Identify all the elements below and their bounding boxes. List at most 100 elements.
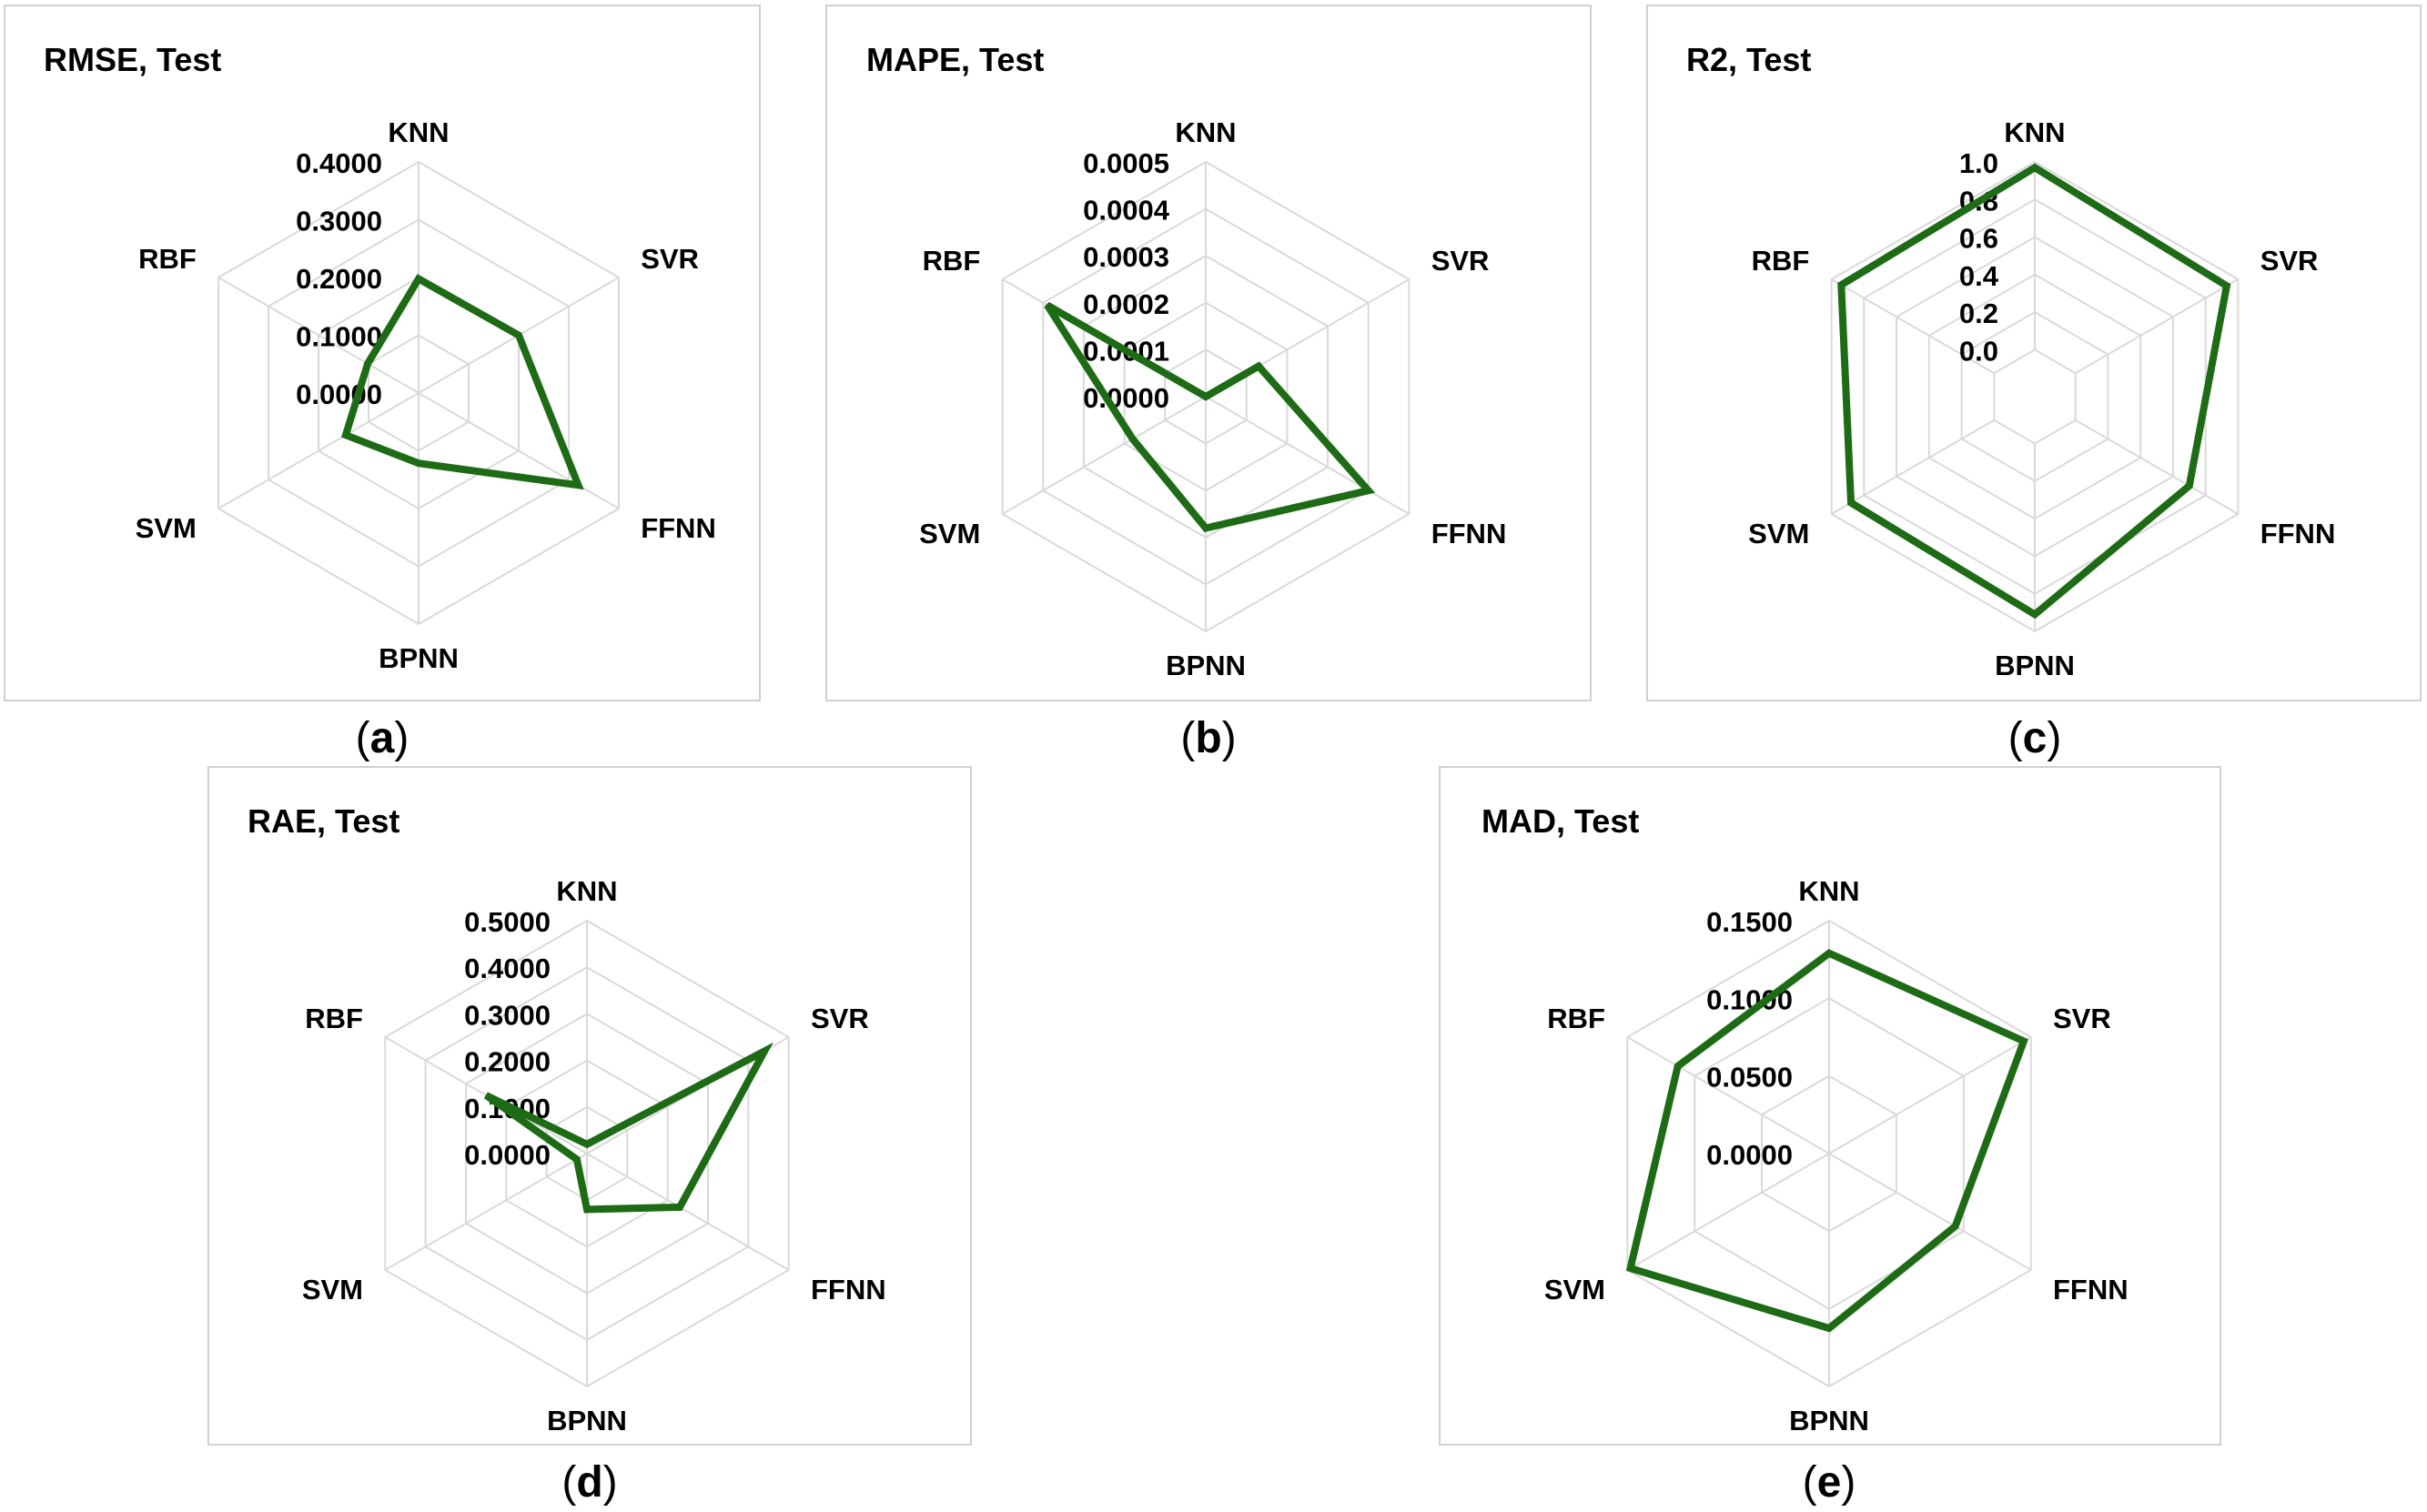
- caption-letter: d: [576, 1458, 602, 1507]
- tick-label: 0.5000: [464, 906, 551, 938]
- radar-plot-d: 0.00000.10000.20000.30000.40000.5000KNNS…: [302, 875, 886, 1436]
- grid-spoke: [2075, 418, 2239, 515]
- radar-plot-e: 0.00000.05000.10000.1500KNNSVRFFNNBPNNSV…: [1544, 875, 2129, 1436]
- grid-spoke: [1626, 1153, 1830, 1271]
- panel-e: MAD, Test 0.00000.05000.10000.1500KNNSVR…: [1439, 766, 2221, 1507]
- category-label: SVR: [811, 1003, 869, 1034]
- category-label: KNN: [1175, 116, 1236, 148]
- grid-spoke: [1828, 1036, 2032, 1154]
- grid-spoke: [418, 392, 620, 509]
- series-line: [1625, 949, 2028, 1333]
- panel-d: RAE, Test 0.00000.10000.20000.30000.4000…: [207, 766, 972, 1507]
- tick-label: 0.4000: [296, 147, 382, 179]
- category-label: FFNN: [2260, 518, 2336, 549]
- category-label: SVR: [2260, 245, 2319, 277]
- tick-label: 0.3000: [296, 206, 382, 237]
- category-label: SVM: [1544, 1274, 1605, 1305]
- category-label: BPNN: [379, 642, 459, 674]
- tick-label: 0.0005: [1083, 147, 1169, 179]
- grid-spoke: [1002, 396, 1207, 515]
- chart-title: RAE, Test: [248, 802, 399, 840]
- series-line: [340, 274, 584, 490]
- tick-label: 0.0000: [1706, 1139, 1793, 1171]
- grid-spoke: [586, 1153, 790, 1271]
- panel-frame: [207, 766, 972, 1446]
- category-label: RBF: [923, 245, 981, 277]
- series-line: [1837, 163, 2231, 620]
- caption-letter: a: [370, 714, 395, 762]
- tick-label: 0.2: [1959, 297, 1998, 329]
- category-label: KNN: [2004, 116, 2065, 148]
- tick-label: 0.0004: [1083, 195, 1170, 227]
- tick-label: 0.6: [1959, 223, 1998, 255]
- tick-label: 0.2000: [464, 1046, 551, 1078]
- panel-frame: [825, 5, 1592, 701]
- tick-label: 0.4: [1959, 260, 1999, 292]
- grid-spoke: [1828, 1153, 2032, 1271]
- category-label: SVR: [1431, 245, 1490, 277]
- tick-label: 0.0000: [464, 1139, 551, 1171]
- category-label: FFNN: [641, 512, 716, 544]
- grid-spoke: [384, 1153, 588, 1271]
- category-label: FFNN: [1431, 518, 1507, 549]
- chart-title: MAPE, Test: [866, 41, 1044, 78]
- radar-plot-b: 0.00000.00010.00020.00030.00040.0005KNNS…: [919, 116, 1506, 681]
- tick-label: 0.1500: [1706, 906, 1793, 938]
- tick-label: 0.0002: [1083, 288, 1169, 320]
- category-label: FFNN: [2053, 1274, 2129, 1305]
- tick-label: 0.1000: [296, 321, 382, 353]
- category-label: RBF: [138, 243, 197, 275]
- grid-spoke: [1626, 1036, 1830, 1154]
- caption: (c): [2008, 714, 2062, 762]
- tick-label: 0.4000: [464, 953, 551, 984]
- category-label: SVR: [641, 243, 699, 275]
- panel-frame: [4, 5, 761, 701]
- category-label: RBF: [305, 1003, 363, 1034]
- category-label: SVR: [2053, 1003, 2111, 1034]
- tick-label: 0.0000: [296, 378, 382, 410]
- chart-title: MAD, Test: [1481, 802, 1639, 840]
- chart-title: RMSE, Test: [44, 41, 221, 78]
- tick-label: 0.2000: [296, 263, 382, 295]
- tick-label: 1.0: [1959, 147, 1998, 179]
- grid-spoke: [1831, 418, 1995, 515]
- category-label: KNN: [556, 875, 617, 907]
- category-label: KNN: [1798, 875, 1859, 907]
- chart-title: R2, Test: [1686, 41, 1811, 78]
- category-label: SVM: [919, 518, 980, 549]
- tick-label: 0.0: [1959, 335, 1998, 367]
- caption: (b): [1180, 714, 1236, 762]
- tick-label: 0.3000: [464, 999, 551, 1031]
- category-label: SVM: [136, 512, 197, 544]
- tick-label: 0.0003: [1083, 241, 1169, 273]
- caption: (e): [1803, 1458, 1856, 1507]
- caption-letter: c: [2023, 714, 2048, 762]
- grid-spoke: [2075, 278, 2239, 375]
- series-line: [483, 1042, 774, 1214]
- caption: (a): [356, 714, 410, 762]
- category-label: FFNN: [811, 1274, 886, 1305]
- panel-b: MAPE, Test 0.00000.00010.00020.00030.000…: [825, 5, 1592, 762]
- caption: (d): [561, 1458, 617, 1507]
- category-label: SVM: [302, 1274, 363, 1305]
- grid-spoke: [217, 392, 420, 509]
- series-line: [1044, 301, 1376, 532]
- grid-spoke: [217, 277, 420, 394]
- category-label: BPNN: [547, 1405, 627, 1436]
- category-label: RBF: [1547, 1003, 1605, 1034]
- panel-a: RMSE, Test 0.0000 0.1000 0.2000 0.3000 0.400…: [4, 5, 761, 762]
- tick-label: 0.0500: [1706, 1062, 1793, 1094]
- category-label: SVM: [1748, 518, 1809, 549]
- category-label: BPNN: [1789, 1405, 1869, 1436]
- grid-spoke: [1205, 396, 1410, 515]
- category-label: BPNN: [1166, 650, 1246, 681]
- caption-letter: b: [1195, 714, 1221, 762]
- panel-c: R2, Test 0.00.20.40.60.81.0KNNSVRFFNNBPN…: [1646, 5, 2422, 762]
- category-label: KNN: [388, 116, 449, 148]
- caption-letter: e: [1817, 1458, 1842, 1507]
- category-label: BPNN: [1995, 650, 2075, 681]
- grid-spoke: [1831, 278, 1995, 375]
